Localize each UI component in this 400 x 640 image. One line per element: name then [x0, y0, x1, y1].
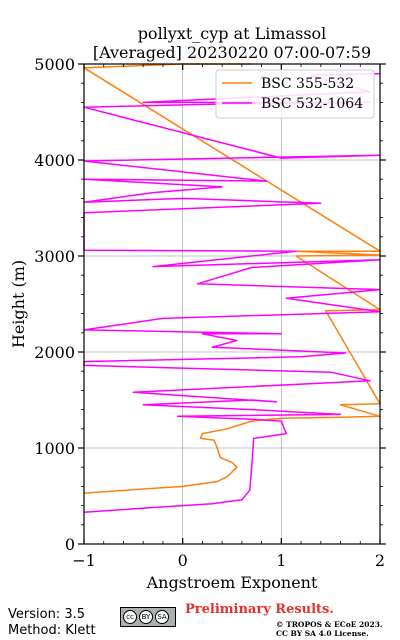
series-lines: [83, 63, 381, 514]
copyright-line-2: CC BY SA 4.0 License.: [276, 629, 369, 638]
y-tick-label: 4000: [34, 151, 75, 170]
x-tick-label: 1: [276, 551, 286, 570]
series-line-1: [83, 72, 381, 514]
chart-title: pollyxt_cyp at Limassol: [138, 24, 327, 43]
y-axis-label: Height (m): [9, 260, 28, 348]
x-axis-label: Angstroem Exponent: [146, 573, 318, 592]
legend-label-bsc-355-532: BSC 355-532: [261, 76, 354, 92]
y-tick-label: 5000: [34, 55, 75, 74]
y-tick-label: 2000: [34, 343, 75, 362]
preliminary-results-text: Preliminary Results.: [185, 602, 334, 617]
cc-license-badge: cc BY SA: [120, 607, 176, 627]
sa-icon: SA: [155, 610, 169, 624]
y-tick-label: 3000: [34, 247, 75, 266]
by-icon: BY: [139, 610, 153, 624]
chart-subtitle: [Averaged] 20230220 07:00-07:59: [93, 43, 371, 62]
x-tick-label: −1: [72, 551, 96, 570]
x-tick-label: 2: [375, 551, 385, 570]
y-tick-label: 0: [65, 535, 75, 554]
version-text: Version: 3.5: [8, 607, 85, 622]
series-line-0: [83, 63, 381, 494]
legend-box: [215, 69, 375, 119]
x-tick-label: 0: [178, 551, 188, 570]
copyright-text: © TROPOS & ECoE 2023. CC BY SA 4.0 Licen…: [276, 620, 383, 638]
plot-frame: [83, 63, 381, 545]
legend-label-bsc-532-1064: BSC 532-1064: [261, 96, 363, 112]
y-tick-label: 1000: [34, 439, 75, 458]
legend: BSC 355-532 BSC 532-1064: [215, 69, 375, 119]
copyright-line-1: © TROPOS & ECoE 2023.: [276, 620, 383, 629]
method-text: Method: Klett: [8, 623, 96, 638]
cc-icon: cc: [123, 610, 137, 624]
